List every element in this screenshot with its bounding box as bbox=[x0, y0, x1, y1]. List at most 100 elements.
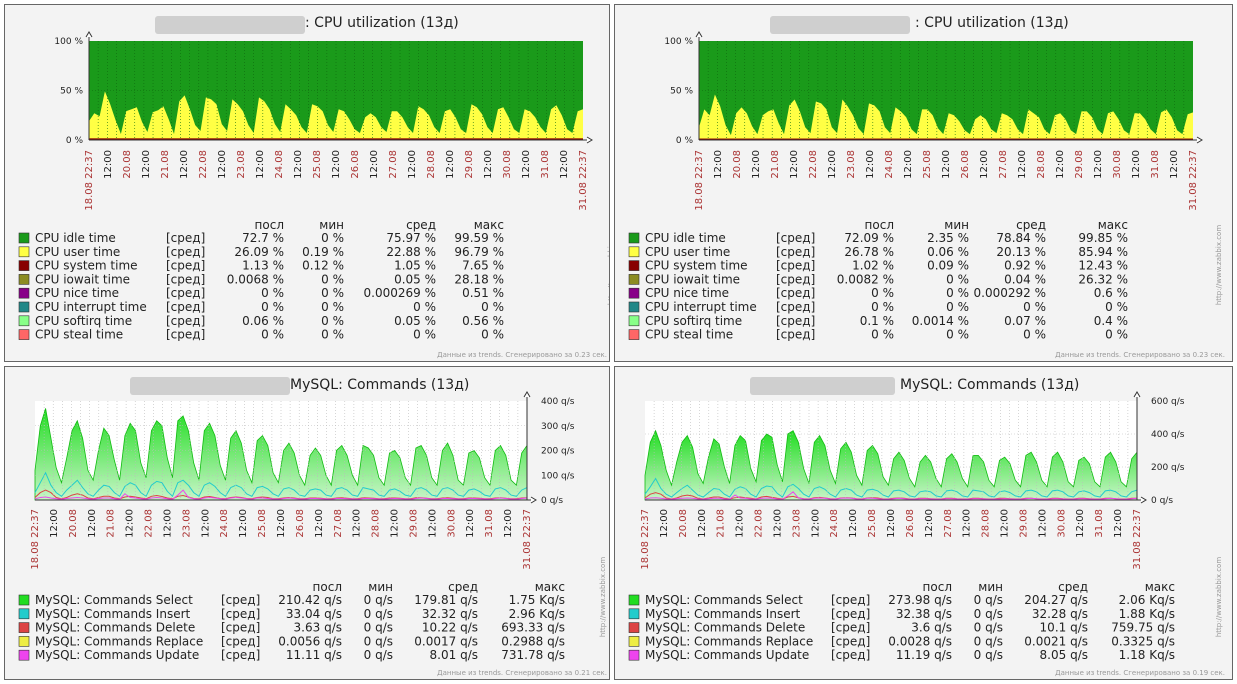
legend-item-max: 0 % bbox=[1105, 300, 1128, 314]
legend-header-min: мин bbox=[319, 218, 344, 232]
x-tick-label: 26.08 bbox=[350, 150, 361, 179]
legend-swatch bbox=[18, 274, 30, 285]
legend-item-max: 1.75 Kq/s bbox=[509, 593, 565, 607]
legend-swatch bbox=[18, 260, 30, 271]
legend-item-last: 0.06 % bbox=[242, 314, 284, 328]
legend-item-name: CPU iowait time bbox=[645, 272, 740, 286]
x-tick-label: 28.08 bbox=[981, 509, 992, 538]
x-tick-label: 27.08 bbox=[388, 150, 399, 179]
legend-item-max: 0 % bbox=[1105, 328, 1128, 342]
x-tick-label: 31.08 22:37 bbox=[1132, 509, 1143, 570]
legend-item-max: 99.85 % bbox=[1078, 231, 1128, 245]
legend-item-min: 2.35 % bbox=[927, 231, 969, 245]
legend-item-max: 28.18 % bbox=[454, 272, 504, 286]
legend-swatch bbox=[628, 232, 640, 244]
y-axis-arrow bbox=[85, 31, 93, 38]
legend-swatch bbox=[628, 274, 640, 285]
grid bbox=[699, 41, 1193, 140]
y-tick-label: 0 q/s bbox=[541, 496, 563, 506]
legend-item-last: 210.42 q/s bbox=[278, 593, 342, 607]
x-tick-label: 12:00 bbox=[865, 150, 876, 179]
legend-item-avg: 8.05 q/s bbox=[1040, 648, 1088, 662]
graph-footer: Данные из trends. Сгенерировано за 0.21 … bbox=[437, 669, 607, 677]
legend-item-max: 731.78 q/s bbox=[501, 648, 565, 662]
legend-swatch bbox=[18, 232, 30, 244]
x-tick-label: 12:00 bbox=[1055, 150, 1066, 179]
x-tick-label: 18.08 22:37 bbox=[694, 150, 705, 211]
legend-item-name: MySQL: Commands Replace bbox=[645, 634, 813, 648]
graph-title: : CPU utilization (13д) bbox=[305, 15, 459, 31]
legend-item-max: 85.94 % bbox=[1078, 245, 1128, 259]
legend-swatch bbox=[628, 329, 640, 340]
zabbix-watermark: http://www.zabbix.com bbox=[1215, 557, 1223, 637]
legend-item-avg: 10.1 q/s bbox=[1040, 621, 1088, 635]
x-tick-label: 12:00 bbox=[1113, 509, 1124, 538]
legend-item-func: [сред] bbox=[776, 231, 815, 245]
legend-item-name: CPU softirq time bbox=[35, 314, 132, 328]
legend-item-func: [сред] bbox=[776, 272, 815, 286]
x-axis-arrow bbox=[1140, 496, 1147, 504]
legend-header-last: посл bbox=[923, 580, 952, 594]
x-tick-label: 12:00 bbox=[659, 509, 670, 538]
y-tick-label: 600 q/s bbox=[1151, 397, 1185, 407]
legend-item-avg: 1.05 % bbox=[394, 259, 436, 273]
x-tick-label: 28.08 bbox=[426, 150, 437, 179]
legend-item-avg: 0.0017 q/s bbox=[414, 634, 478, 648]
x-tick-label: 12:00 bbox=[200, 509, 211, 538]
legend-item-func: [сред] bbox=[166, 245, 205, 259]
legend-item-max: 96.79 % bbox=[454, 245, 504, 259]
x-tick-label: 12:00 bbox=[751, 150, 762, 179]
legend-item-last: 273.98 q/s bbox=[888, 593, 952, 607]
legend-item-min: 0.06 % bbox=[927, 245, 969, 259]
legend-item-max: 0 % bbox=[481, 328, 504, 342]
x-tick-label: 22.08 bbox=[144, 509, 155, 538]
x-tick-label: 12:00 bbox=[789, 150, 800, 179]
x-tick-label: 12:00 bbox=[352, 509, 363, 538]
x-tick-label: 12:00 bbox=[369, 150, 380, 179]
legend-item-name: CPU softirq time bbox=[645, 314, 742, 328]
legend-item-max: 12.43 % bbox=[1078, 259, 1128, 273]
x-tick-label: 18.08 22:37 bbox=[640, 509, 651, 570]
x-tick-label: 31.08 bbox=[484, 509, 495, 538]
x-axis-arrow bbox=[586, 136, 593, 144]
x-tick-label: 23.08 bbox=[791, 509, 802, 538]
series-cpu-user-area bbox=[89, 91, 583, 140]
y-tick-label: 200 q/s bbox=[1151, 463, 1185, 473]
x-tick-label: 18.08 22:37 bbox=[84, 150, 95, 211]
y-tick-label: 50 % bbox=[60, 87, 83, 97]
x-tick-label: 12:00 bbox=[238, 509, 249, 538]
x-tick-label: 12:00 bbox=[1037, 509, 1048, 538]
legend-item-func: [сред] bbox=[776, 314, 815, 328]
legend-item-name: CPU steal time bbox=[645, 328, 733, 342]
legend-item-last: 11.19 q/s bbox=[896, 648, 952, 662]
legend-item-min: 0 % bbox=[321, 272, 344, 286]
zabbix-watermark: http://www.zabbix.com bbox=[607, 225, 610, 305]
legend-item-func: [сред] bbox=[166, 272, 205, 286]
legend-swatch bbox=[18, 594, 30, 606]
x-tick-label: 30.08 bbox=[1112, 150, 1123, 179]
legend-swatch bbox=[18, 622, 30, 633]
legend-item-func: [сред] bbox=[831, 621, 870, 635]
x-tick-label: 21.08 bbox=[106, 509, 117, 538]
legend-header-max: макс bbox=[1098, 218, 1128, 232]
legend-item-min: 0 q/s bbox=[364, 648, 393, 662]
x-tick-label: 12:00 bbox=[407, 150, 418, 179]
legend-item-last: 33.04 q/s bbox=[286, 607, 342, 621]
x-tick-label: 12:00 bbox=[713, 150, 724, 179]
x-tick-label: 12:00 bbox=[1093, 150, 1104, 179]
legend-item-name: CPU iowait time bbox=[35, 272, 130, 286]
legend-item-func: [сред] bbox=[221, 607, 260, 621]
legend-item-max: 0.3325 q/s bbox=[1111, 634, 1175, 648]
legend-item-name: MySQL: Commands Update bbox=[645, 648, 809, 662]
x-tick-label: 26.08 bbox=[295, 509, 306, 538]
legend-item-min: 0 % bbox=[321, 231, 344, 245]
legend-swatch bbox=[628, 594, 640, 606]
series-insert-line bbox=[644, 477, 1138, 498]
legend-item-last: 0 % bbox=[261, 286, 284, 300]
x-tick-label: 28.08 bbox=[1036, 150, 1047, 179]
legend-item-last: 26.78 % bbox=[844, 245, 894, 259]
graph-title: MySQL: Commands (13д) bbox=[290, 377, 469, 393]
legend-header-min: мин bbox=[944, 218, 969, 232]
legend-item-last: 0 % bbox=[261, 328, 284, 342]
legend-swatch bbox=[18, 649, 30, 661]
